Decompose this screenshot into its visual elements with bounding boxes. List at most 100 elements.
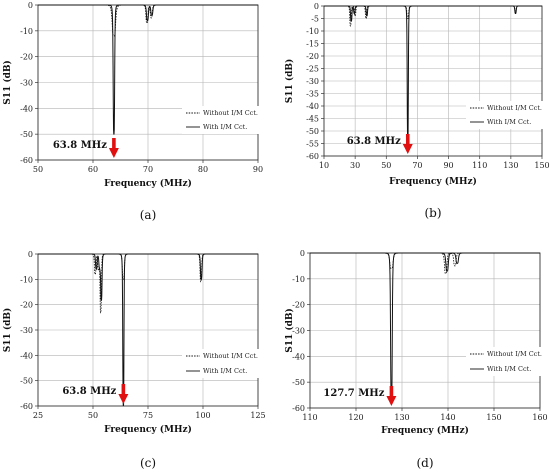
panel-3-annotation-arrow-head	[386, 396, 397, 406]
panel-1-annotation-arrow-shaft	[405, 134, 410, 145]
panel-0-y-tick-label: -10	[20, 27, 33, 36]
panel-3-y-tick-label: -30	[292, 327, 305, 336]
panel-0-annotation-label: 63.8 MHz	[53, 140, 107, 151]
panel-0-annotation-arrow-head	[108, 148, 119, 158]
panel-1-y-tick-label: -10	[306, 27, 319, 36]
panel-3-caption: (d)	[416, 456, 433, 470]
panel-1-y-tick-label: -15	[306, 40, 319, 49]
panel-1-annotation-label: 63.8 MHz	[347, 136, 401, 147]
panel-1-y-tick-label: -55	[306, 140, 319, 149]
panel-3-x-tick-label: 130	[394, 413, 409, 422]
panel-0-series-with-im	[38, 4, 258, 135]
panel-3-legend-label: With I/M Cct.	[487, 365, 531, 373]
panel-2-y-tick-label: 0	[28, 250, 33, 259]
panel-0-x-tick-label: 60	[88, 165, 98, 174]
panel-2-legend-label: With I/M Cct.	[203, 367, 247, 375]
panel-2-series-with-im	[38, 253, 258, 407]
panel-3-x-tick-label: 150	[486, 413, 501, 422]
panel-1-x-tick-label: 150	[534, 161, 549, 170]
panel-3-y-tick-label: -60	[292, 404, 305, 413]
panel-0-x-tick-label: 80	[198, 165, 208, 174]
panel-0-legend-label: With I/M Cct.	[203, 123, 247, 131]
panel-1-y-axis-label: S11 (dB)	[284, 59, 295, 104]
panel-3-legend-box	[466, 347, 546, 376]
panel-2-x-tick-label: 100	[195, 411, 210, 420]
panel-3-annotation-arrow-shaft	[389, 386, 394, 397]
panel-3-series-without-im	[310, 252, 540, 275]
panel-2-x-tick-label: 25	[33, 411, 43, 420]
panel-1-y-tick-label: -40	[306, 102, 319, 111]
panel-0-plot-frame	[37, 4, 259, 161]
panel-0-y-tick-label: -60	[20, 156, 33, 165]
panel-1-y-tick-label: -5	[311, 15, 319, 24]
panel-0-x-tick-label: 90	[253, 165, 263, 174]
panel-1-x-tick-label: 90	[443, 161, 453, 170]
panel-1-x-axis-label: Frequency (MHz)	[389, 176, 477, 187]
panel-3-y-tick-label: -50	[292, 378, 305, 387]
panel-1-y-tick-label: -30	[306, 77, 319, 86]
panel-1-y-tick-label: -20	[306, 52, 319, 61]
panel-2-y-tick-label: -60	[20, 402, 33, 411]
panel-1-x-tick-label: 50	[381, 161, 391, 170]
panel-0-x-axis-label: Frequency (MHz)	[104, 178, 192, 189]
chart-panel-d: 110 120 130 140 150 160 0 -10 -20 -30 -40 -50 -60 Fre…	[284, 249, 548, 470]
panel-3-legend-label: Without I/M Cct.	[487, 350, 542, 358]
panel-2-legend-box	[182, 349, 262, 378]
panel-2-y-tick-label: -20	[20, 301, 33, 310]
panel-1-series-with-im	[324, 5, 542, 144]
panel-3-x-axis-label: Frequency (MHz)	[381, 425, 469, 436]
panel-3-x-tick-label: 160	[532, 413, 547, 422]
panel-2-x-tick-label: 75	[143, 411, 153, 420]
panel-1-y-tick-label: -45	[306, 115, 319, 124]
panel-1-legend-box	[466, 101, 546, 129]
chart-panel-c: 25 50 75 100 125 0 -10 -20 -30 -40 -50 -60 Frequency…	[2, 250, 266, 470]
panel-3-y-tick-label: -10	[292, 275, 305, 284]
panel-2-caption: (c)	[140, 456, 156, 470]
panel-0-y-axis-label: S11 (dB)	[2, 60, 13, 105]
panel-1-y-tick-label: -35	[306, 90, 319, 99]
panel-1-x-tick-label: 110	[472, 161, 487, 170]
panel-1-annotation-arrow-head	[402, 144, 413, 154]
panel-3-y-axis-label: S11 (dB)	[284, 308, 295, 353]
panel-2-annotation-arrow-head	[118, 394, 129, 404]
panel-1-y-tick-label: -50	[306, 127, 319, 136]
panel-1-y-tick-label: -25	[306, 65, 319, 74]
panel-2-y-tick-label: -40	[20, 351, 33, 360]
panel-3-y-tick-label: -20	[292, 301, 305, 310]
panel-1-legend-label: Without I/M Cct.	[487, 104, 542, 112]
panel-3-annotation-label: 127.7 MHz	[323, 388, 384, 399]
panel-2-legend-label: Without I/M Cct.	[203, 352, 258, 360]
panel-2-y-tick-label: -30	[20, 326, 33, 335]
panel-1-x-tick-label: 30	[350, 161, 360, 170]
panel-0-y-tick-label: -20	[20, 53, 33, 62]
panel-0-legend-label: Without I/M Cct.	[203, 109, 258, 117]
panel-2-y-tick-label: -50	[20, 377, 33, 386]
panel-3-series-with-im	[310, 252, 540, 404]
chart-panel-a: 50 60 70 80 90 0 -10 -20 -30 -40 -50 -60 Frequency (…	[2, 1, 263, 222]
panel-1-caption: (b)	[424, 206, 441, 220]
panel-2-x-tick-label: 125	[250, 411, 265, 420]
panel-0-legend-box	[182, 106, 262, 134]
panel-2-annotation-arrow-shaft	[121, 384, 126, 395]
panel-2-annotation-label: 63.8 MHz	[62, 386, 116, 397]
panel-0-y-tick-label: -40	[20, 104, 33, 113]
panel-1-series-without-im	[324, 5, 542, 27]
panel-2-x-axis-label: Frequency (MHz)	[104, 424, 192, 435]
panel-3-y-tick-label: 0	[300, 249, 305, 258]
panel-0-y-tick-label: -30	[20, 79, 33, 88]
panel-3-x-tick-label: 140	[440, 413, 455, 422]
panel-0-x-tick-label: 50	[33, 165, 43, 174]
panel-3-y-tick-label: -40	[292, 352, 305, 361]
panel-0-y-tick-label: -50	[20, 130, 33, 139]
chart-panel-b: 10 30 50 70 90 110 130 150 0 -5 -10 -15 -20 -25 -30 -35…	[284, 2, 550, 220]
panel-1-legend-label: With I/M Cct.	[487, 118, 531, 126]
panel-1-y-tick-label: -60	[306, 152, 319, 161]
panel-2-y-tick-label: -10	[20, 275, 33, 284]
panel-1-x-tick-label: 10	[319, 161, 329, 170]
panel-2-x-tick-label: 50	[88, 411, 98, 420]
panel-3-x-tick-label: 110	[302, 413, 317, 422]
panel-2-y-axis-label: S11 (dB)	[2, 308, 13, 353]
panel-0-annotation-arrow-shaft	[112, 138, 116, 149]
panel-0-caption: (a)	[140, 208, 157, 222]
